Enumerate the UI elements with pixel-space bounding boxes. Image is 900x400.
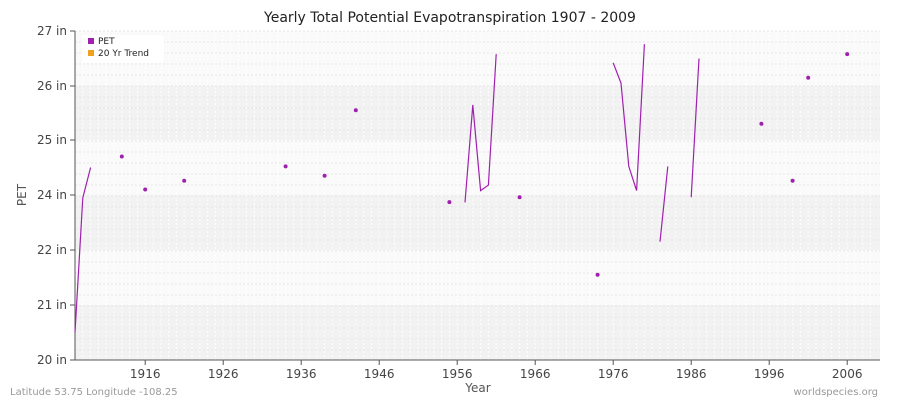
plot-band (75, 250, 880, 305)
pet-line-segment (690, 58, 700, 198)
x-tick-label: 2006 (832, 367, 863, 381)
x-tick-label: 1936 (286, 367, 317, 381)
y-axis-label: PET (15, 183, 29, 206)
pet-point (845, 52, 850, 57)
pet-point (595, 272, 600, 277)
pet-point (119, 154, 124, 159)
x-tick-label: 1966 (520, 367, 551, 381)
legend-label: PET (98, 37, 115, 47)
legend-box (82, 35, 164, 63)
pet-point (353, 108, 358, 113)
y-tick-label: 20 in (37, 353, 67, 367)
legend-label: 20 Yr Trend (98, 49, 149, 59)
chart-title: Yearly Total Potential Evapotranspiratio… (263, 10, 636, 26)
plot-band (75, 305, 880, 360)
plot-band (75, 86, 880, 140)
pet-line-segment (612, 44, 645, 191)
pet-point (283, 164, 288, 169)
pet-point (143, 187, 148, 192)
pet-line-segment (74, 167, 92, 333)
x-tick-label: 1996 (754, 367, 785, 381)
x-tick-label: 1986 (676, 367, 707, 381)
x-axis-label: Year (464, 381, 490, 395)
x-tick-label: 1926 (208, 367, 239, 381)
plot-band (75, 195, 880, 250)
y-tick-label: 27 in (37, 24, 67, 38)
pet-point (322, 173, 327, 178)
pet-point (517, 195, 522, 200)
footer-site: worldspecies.org (794, 387, 878, 398)
pet-line-segment (464, 54, 497, 203)
x-tick-label: 1976 (598, 367, 629, 381)
legend-swatch (88, 50, 94, 56)
plot-band (75, 140, 880, 195)
pet-point (447, 200, 452, 205)
y-tick-label: 26 in (37, 79, 67, 93)
pet-point (759, 121, 764, 126)
pet-point (182, 178, 187, 183)
legend-swatch (88, 38, 94, 44)
y-tick-label: 25 in (37, 133, 67, 147)
pet-point (806, 75, 811, 80)
x-tick-label: 1956 (442, 367, 473, 381)
footer-location: Latitude 53.75 Longitude -108.25 (10, 387, 178, 398)
pet-line-segment (659, 166, 669, 242)
x-tick-label: 1916 (130, 367, 161, 381)
plot-band (75, 31, 880, 86)
x-tick-label: 1946 (364, 367, 395, 381)
y-tick-label: 24 in (37, 188, 67, 202)
y-tick-label: 21 in (37, 298, 67, 312)
pet-point (790, 178, 795, 183)
y-tick-label: 22 in (37, 243, 67, 257)
